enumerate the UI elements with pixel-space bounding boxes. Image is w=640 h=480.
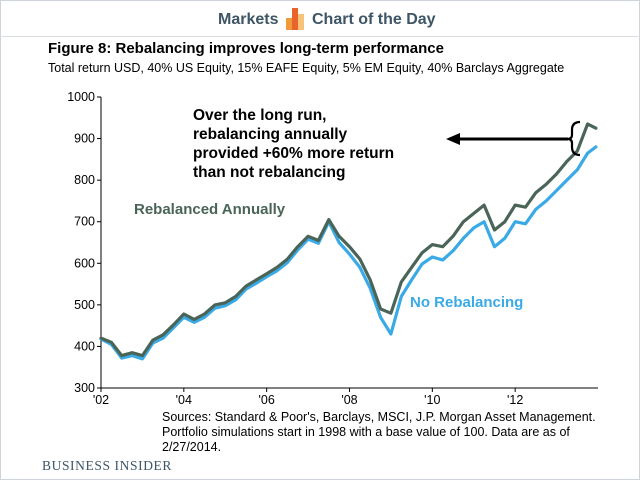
callout-text-line: than not rebalancing <box>193 164 345 181</box>
x-tick-label: '04 <box>176 393 192 407</box>
callout-text-line: rebalancing annually <box>193 126 348 143</box>
callout-brace <box>566 120 581 157</box>
series-label-no-rebalancing: No Rebalancing <box>410 294 523 311</box>
callout-text-line: Over the long run, <box>193 107 326 124</box>
header: Markets Chart of the Day <box>0 0 640 40</box>
source-note: Sources: Standard & Poor's, Barclays, MS… <box>162 410 596 454</box>
figure-subtitle: Total return USD, 40% US Equity, 15% EAF… <box>48 61 565 75</box>
y-tick-label: 900 <box>74 132 95 146</box>
y-tick-label: 1000 <box>67 90 95 104</box>
figure-title: Figure 8: Rebalancing improves long-term… <box>48 40 444 57</box>
x-tick-label: '12 <box>507 393 523 407</box>
x-tick-label: '10 <box>424 393 440 407</box>
business-insider-logo: BUSINESS INSIDER <box>42 458 172 473</box>
header-divider <box>0 36 640 37</box>
y-tick-label: 500 <box>74 298 95 312</box>
x-tick-label: '06 <box>259 393 275 407</box>
y-tick-label: 700 <box>74 215 95 229</box>
callout-text-line: provided +60% more return <box>193 145 394 162</box>
y-tick-label: 400 <box>74 339 95 353</box>
x-tick-label: '08 <box>341 393 357 407</box>
callout-arrowhead <box>446 133 460 145</box>
series-line-no-rebalancing <box>99 145 598 361</box>
header-chart-of-day-label: Chart of the Day <box>312 11 436 28</box>
header-markets-label: Markets <box>218 11 279 28</box>
series-label-rebalanced: Rebalanced Annually <box>134 201 286 218</box>
y-tick-label: 600 <box>74 256 95 270</box>
bar-chart-icon <box>286 8 304 30</box>
series-line-rebalanced <box>99 122 598 358</box>
y-tick-label: 800 <box>74 173 95 187</box>
y-tick-label: 300 <box>74 381 95 395</box>
x-tick-label: '02 <box>93 393 109 407</box>
